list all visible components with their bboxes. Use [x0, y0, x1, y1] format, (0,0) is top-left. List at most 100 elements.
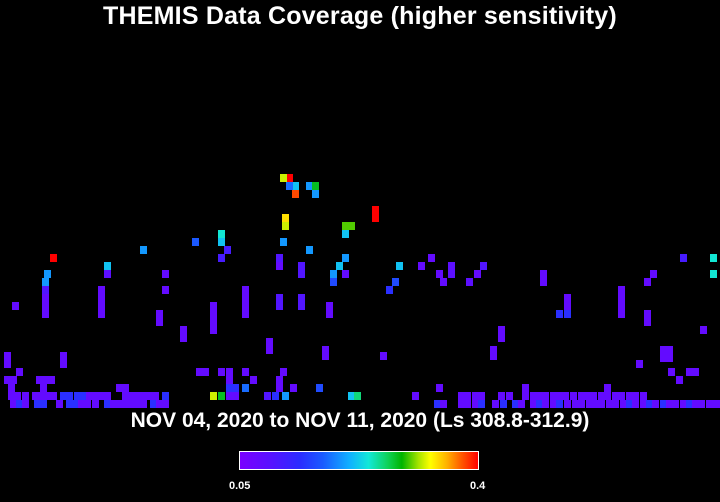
heatmap-cell [380, 352, 387, 360]
heatmap-cell [210, 302, 217, 310]
heatmap-cell [56, 400, 63, 408]
heatmap-cell [78, 400, 85, 408]
heatmap-cell [342, 230, 349, 238]
heatmap-cell [598, 392, 605, 400]
heatmap-cell [22, 400, 29, 408]
heatmap-cell [210, 326, 217, 334]
heatmap-cell [676, 376, 683, 384]
heatmap-cell [92, 400, 99, 408]
heatmap-cell [372, 214, 379, 222]
heatmap-cell [326, 302, 333, 310]
heatmap-cell [478, 392, 485, 400]
heatmap-cell [276, 254, 283, 262]
heatmap-cell [162, 392, 169, 400]
heatmap-cell [612, 400, 619, 408]
heatmap-cell [592, 400, 599, 408]
heatmap-cell [66, 392, 73, 400]
heatmap-cell [604, 384, 611, 392]
heatmap-cell [650, 270, 657, 278]
heatmap-cell [42, 294, 49, 302]
heatmap-cell [342, 254, 349, 262]
heatmap-cell [224, 246, 231, 254]
heatmap-cell [180, 326, 187, 334]
heatmap-cell [140, 246, 147, 254]
heatmap-cell [540, 270, 547, 278]
heatmap-cell [4, 360, 11, 368]
heatmap-cell [104, 270, 111, 278]
heatmap-cell [530, 400, 537, 408]
heatmap-cell [218, 238, 225, 246]
heatmap-cell [180, 334, 187, 342]
heatmap-cell [16, 368, 23, 376]
heatmap-cell [8, 392, 15, 400]
heatmap-cell [146, 392, 153, 400]
heatmap-cell [8, 384, 15, 392]
heatmap-cell [578, 392, 585, 400]
heatmap-cell [644, 310, 651, 318]
heatmap-cell [640, 400, 647, 408]
heatmap-cell [218, 368, 225, 376]
heatmap-cell [322, 352, 329, 360]
heatmap-cell [436, 270, 443, 278]
heatmap-cell [478, 400, 485, 408]
heatmap-cell [276, 376, 283, 384]
heatmap-cell [564, 310, 571, 318]
heatmap-cell [618, 310, 625, 318]
heatmap-cell [612, 392, 619, 400]
heatmap-cell [652, 400, 659, 408]
heatmap-cell [458, 400, 465, 408]
heatmap-cell [140, 392, 147, 400]
heatmap-cell [150, 400, 157, 408]
heatmap-cell [116, 384, 123, 392]
heatmap-cell [686, 400, 693, 408]
heatmap-cell [104, 392, 111, 400]
heatmap-cell [480, 262, 487, 270]
heatmap-cell [298, 270, 305, 278]
heatmap-cell [98, 294, 105, 302]
heatmap-cell [498, 392, 505, 400]
heatmap-cell [312, 190, 319, 198]
heatmap-cell [12, 302, 19, 310]
heatmap-cell [618, 286, 625, 294]
heatmap-cell [606, 400, 613, 408]
heatmap-cell [266, 338, 273, 346]
heatmap-cell [556, 400, 563, 408]
heatmap-cell [36, 376, 43, 384]
heatmap-cell [110, 400, 117, 408]
heatmap-cell [666, 354, 673, 362]
heatmap-cell [666, 400, 673, 408]
heatmap-cell [448, 262, 455, 270]
heatmap-cell [660, 400, 667, 408]
heatmap-cell [196, 368, 203, 376]
heatmap-cell [644, 278, 651, 286]
heatmap-cell [322, 346, 329, 354]
heatmap-cell [712, 400, 719, 408]
heatmap-cell [266, 346, 273, 354]
heatmap-cell [84, 400, 91, 408]
heatmap-cell [522, 392, 529, 400]
chart-title: THEMIS Data Coverage (higher sensitivity… [103, 2, 617, 30]
heatmap-cell [626, 400, 633, 408]
heatmap-cell [562, 392, 569, 400]
heatmap-cell [348, 222, 355, 230]
heatmap-cell [286, 182, 293, 190]
heatmap-cell [672, 400, 679, 408]
heatmap-cell [660, 346, 667, 354]
heatmap-cell [692, 368, 699, 376]
heatmap-cell [4, 352, 11, 360]
heatmap-cell [14, 392, 21, 400]
heatmap-cell [292, 182, 299, 190]
heatmap-cell [276, 262, 283, 270]
heatmap-cell [492, 400, 499, 408]
heatmap-cell [134, 400, 141, 408]
heatmap-cell [32, 392, 39, 400]
heatmap-cell [156, 318, 163, 326]
heatmap-cell [290, 384, 297, 392]
heatmap-cell [162, 286, 169, 294]
heatmap-cell [604, 392, 611, 400]
heatmap-cell [518, 400, 525, 408]
heatmap-cell [218, 230, 225, 238]
heatmap-cell [418, 262, 425, 270]
heatmap-cell [42, 286, 49, 294]
heatmap-cell [74, 392, 81, 400]
